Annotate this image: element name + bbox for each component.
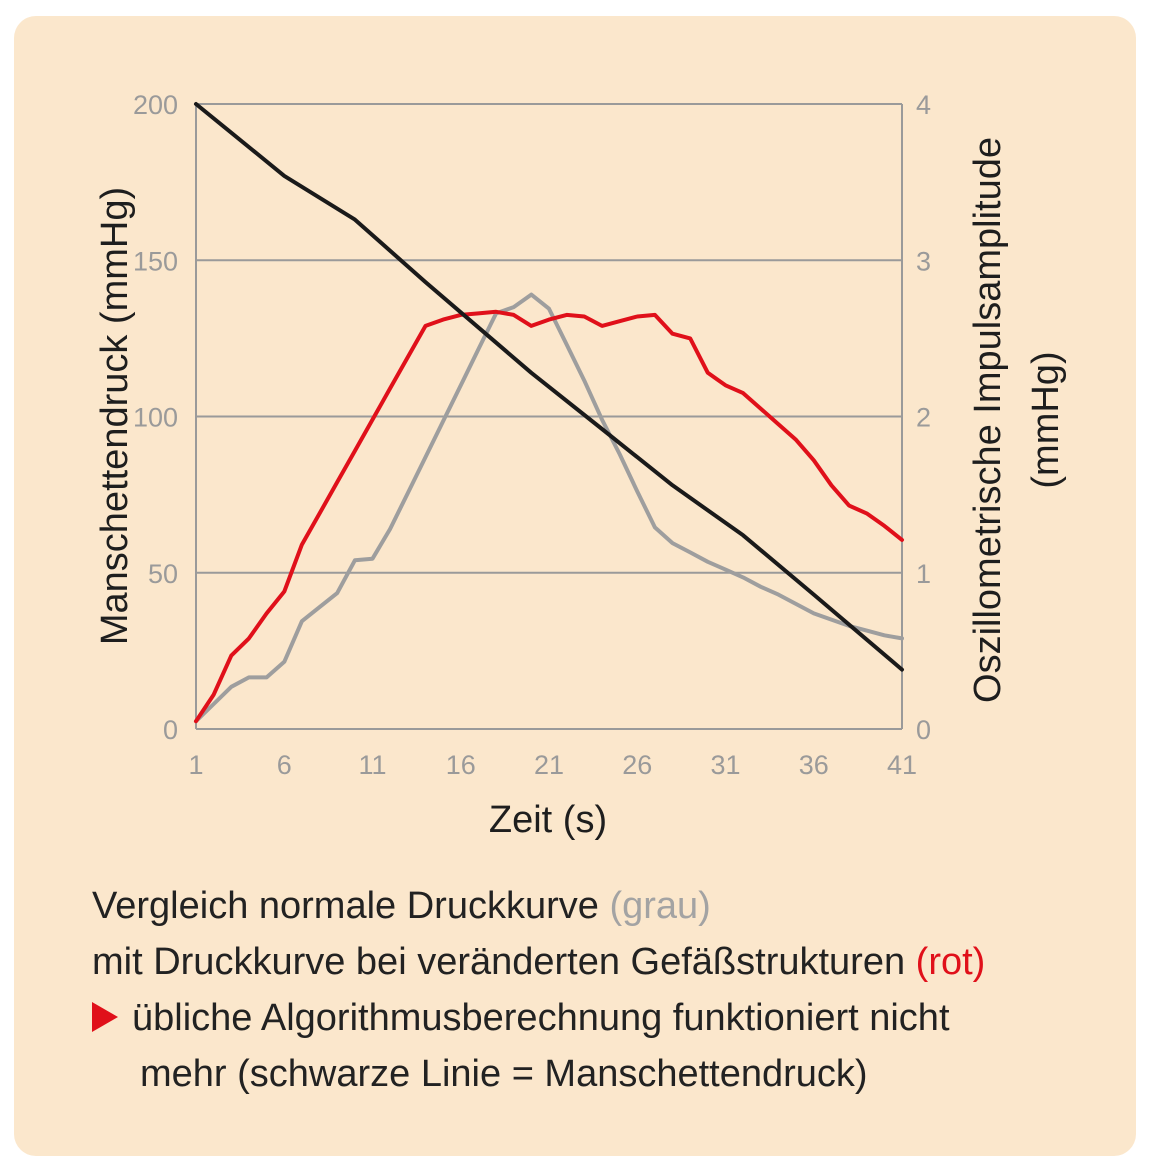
right-tick-label: 0 — [916, 715, 931, 745]
right-axis-title-line2: (mmHg) — [1025, 351, 1067, 488]
x-tick-label: 26 — [622, 750, 652, 780]
x-axis-title: Zeit (s) — [489, 799, 607, 841]
x-tick-label: 41 — [887, 750, 917, 780]
caption-line-4-text: mehr (schwarze Linie = Manschettendruck) — [140, 1053, 868, 1095]
right-tick-label: 4 — [916, 90, 931, 120]
left-tick-label: 200 — [133, 90, 178, 120]
caption-line-2: mit Druckkurve bei veränderten Gefäßstru… — [92, 934, 1122, 990]
x-tick-label: 11 — [358, 750, 386, 780]
right-tick-label: 2 — [916, 403, 931, 433]
caption-line-2-text: mit Druckkurve bei veränderten Gefäßstru… — [92, 941, 916, 983]
series-line-black-line — [194, 102, 904, 672]
left-tick-label: 100 — [133, 403, 178, 433]
left-tick-label: 0 — [163, 715, 178, 745]
right-tick-label: 1 — [916, 559, 931, 589]
chart-card — [14, 16, 1136, 1156]
caption-line-1-highlight: (grau) — [609, 885, 711, 927]
x-tick-label: 16 — [446, 750, 476, 780]
series-line-grey-line — [194, 292, 904, 724]
caption-line-4: mehr (schwarze Linie = Manschettendruck) — [92, 1046, 1122, 1102]
x-tick-label: 21 — [534, 750, 564, 780]
caption-line-1: Vergleich normale Druckkurve (grau) — [92, 878, 1122, 934]
caption-line-3: übliche Algorithmusberechnung funktionie… — [92, 990, 1122, 1046]
left-tick-label: 150 — [133, 246, 178, 276]
x-tick-label: 31 — [710, 750, 740, 780]
x-tick-label: 6 — [277, 750, 292, 780]
caption-line-2-highlight: (rot) — [915, 941, 986, 983]
x-tick-label: 1 — [188, 750, 203, 780]
caption: Vergleich normale Druckkurve (grau) mit … — [92, 878, 1122, 1102]
caption-line-1-text: Vergleich normale Druckkurve — [92, 885, 610, 927]
x-tick-label: 36 — [799, 750, 829, 780]
series-line-red-line — [194, 309, 904, 724]
right-axis-title-line1: Oszillometrische Impulsamplitude — [967, 137, 1009, 703]
caption-line-3-text: übliche Algorithmusberechnung funktionie… — [132, 997, 950, 1039]
right-tick-label: 3 — [916, 246, 931, 276]
red-triangle-bullet-icon — [92, 1002, 118, 1032]
left-tick-label: 50 — [148, 559, 178, 589]
left-axis-title: Manschettendruck (mmHg) — [94, 187, 136, 645]
